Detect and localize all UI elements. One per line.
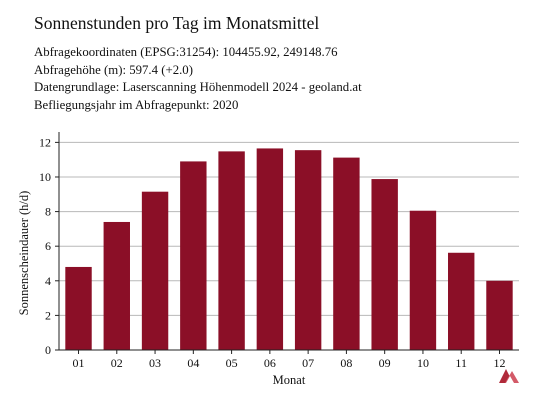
y-tick-label: 4 <box>45 274 51 288</box>
x-tick-label: 07 <box>302 356 314 370</box>
y-axis-title: Sonnenscheindauer (h/d) <box>17 191 31 316</box>
bar-01 <box>65 266 92 350</box>
query-info: Abfragekoordinaten (EPSG:31254): 104455.… <box>34 44 362 114</box>
y-tick-label: 2 <box>45 308 51 322</box>
bar-03 <box>141 191 169 350</box>
bar-09 <box>371 179 398 350</box>
x-tick-label: 08 <box>340 356 352 370</box>
info-data-source: Datengrundlage: Laserscanning Höhenmodel… <box>34 80 362 94</box>
y-tick-label: 10 <box>39 170 51 184</box>
plot-area <box>59 132 519 350</box>
x-tick-label: 10 <box>417 356 429 370</box>
x-tick-label: 09 <box>379 356 391 370</box>
bar-05 <box>218 151 245 350</box>
y-tick-label: 0 <box>45 343 51 357</box>
x-tick-label: 04 <box>187 356 199 370</box>
bar-02 <box>103 221 130 350</box>
bar-12 <box>486 280 513 350</box>
y-tick-label: 8 <box>45 205 51 219</box>
chart-title: Sonnenstunden pro Tag im Monatsmittel <box>34 13 320 33</box>
x-tick-label: 02 <box>111 356 123 370</box>
bar-08 <box>333 157 360 350</box>
bar-11 <box>448 252 475 350</box>
y-tick-label: 6 <box>45 239 51 253</box>
x-tick-label: 01 <box>73 356 85 370</box>
bar-04 <box>180 161 207 350</box>
y-tick-label: 12 <box>39 135 51 149</box>
x-tick-label: 05 <box>226 356 238 370</box>
info-coordinates: Abfragekoordinaten (EPSG:31254): 104455.… <box>34 45 338 59</box>
info-flight-year: Befliegungsjahr im Abfragepunkt: 2020 <box>34 97 239 112</box>
x-tick-label: 06 <box>264 356 276 370</box>
bar-07 <box>294 150 322 350</box>
x-tick-label: 11 <box>455 356 467 370</box>
bar-06 <box>256 148 284 350</box>
info-elevation: Abfragehöhe (m): 597.4 (+2.0) <box>34 62 193 77</box>
x-tick-label: 12 <box>493 356 505 370</box>
x-tick-label: 03 <box>149 356 161 370</box>
bar-10 <box>409 210 437 350</box>
x-axis-title: Monat <box>273 373 306 387</box>
red-triangle-logo <box>499 369 519 383</box>
